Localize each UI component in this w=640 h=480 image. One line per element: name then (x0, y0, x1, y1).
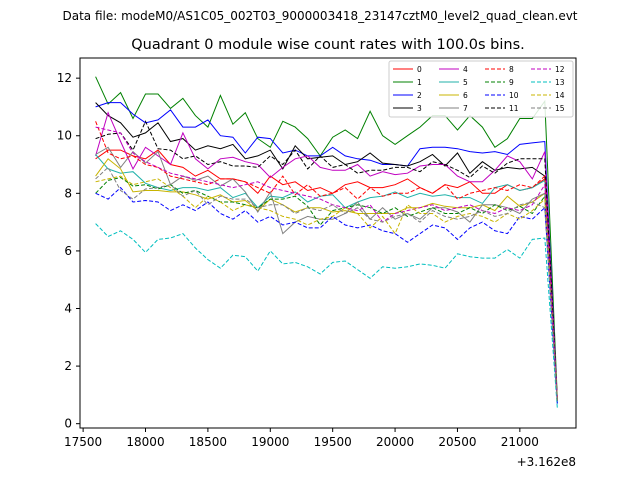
legend-label-13: 13 (555, 78, 565, 87)
x-tick-label: 20500 (438, 435, 476, 449)
legend-label-8: 8 (509, 65, 514, 74)
y-tick-label: 0 (64, 417, 72, 431)
legend-label-0: 0 (417, 65, 422, 74)
series-line-12 (95, 126, 558, 401)
x-tick-label: 18000 (126, 435, 164, 449)
series-line-9 (95, 176, 558, 401)
legend-label-2: 2 (417, 91, 422, 100)
y-tick-label: 8 (64, 186, 72, 200)
chart-suptitle: Data file: modeM0/AS1C05_002T03_90000034… (62, 9, 577, 23)
series-line-0 (95, 149, 558, 401)
legend-label-5: 5 (463, 78, 468, 87)
legend-box (388, 60, 574, 118)
series-line-8 (95, 121, 558, 401)
y-tick-label: 12 (57, 71, 72, 85)
axis-ticks: 17500 18000 18500 19000 19500 20000 20500 21000… (57, 71, 539, 449)
series-line-7 (95, 146, 558, 401)
legend-label-4: 4 (463, 65, 468, 74)
series-line-5 (95, 154, 558, 404)
x-tick-label: 19000 (251, 435, 289, 449)
legend-label-9: 9 (509, 78, 514, 87)
series-line-10 (95, 186, 558, 404)
legend-label-6: 6 (463, 91, 468, 100)
series-line-2 (95, 102, 558, 401)
x-tick-label: 17500 (64, 435, 102, 449)
legend-label-11: 11 (509, 104, 519, 113)
chart-title: Quadrant 0 module wise count rates with … (131, 37, 525, 53)
series-line-14 (95, 175, 558, 401)
y-tick-label: 10 (57, 129, 72, 143)
legend-label-3: 3 (417, 104, 422, 113)
series-line-4 (95, 111, 558, 401)
legend-label-10: 10 (509, 91, 519, 100)
series-line-6 (95, 158, 558, 398)
series-line-3 (95, 102, 558, 401)
series-line-15 (95, 166, 558, 401)
x-offset-label: +3.162e8 (517, 455, 576, 469)
legend-label-15: 15 (555, 104, 565, 113)
x-tick-label: 20000 (376, 435, 414, 449)
axes-frame (79, 57, 577, 429)
plot-area (95, 76, 558, 408)
y-tick-label: 4 (64, 302, 72, 316)
series-line-1 (95, 76, 558, 398)
series-line-11 (95, 120, 558, 401)
y-tick-label: 6 (64, 244, 72, 258)
x-tick-label: 18500 (189, 435, 227, 449)
series-line-13 (95, 223, 558, 408)
legend-label-14: 14 (555, 91, 565, 100)
x-tick-label: 21000 (501, 435, 539, 449)
y-tick-label: 2 (64, 359, 72, 373)
legend-label-1: 1 (417, 78, 422, 87)
legend-label-7: 7 (463, 104, 468, 113)
legend-label-12: 12 (555, 65, 565, 74)
x-tick-label: 19500 (314, 435, 352, 449)
